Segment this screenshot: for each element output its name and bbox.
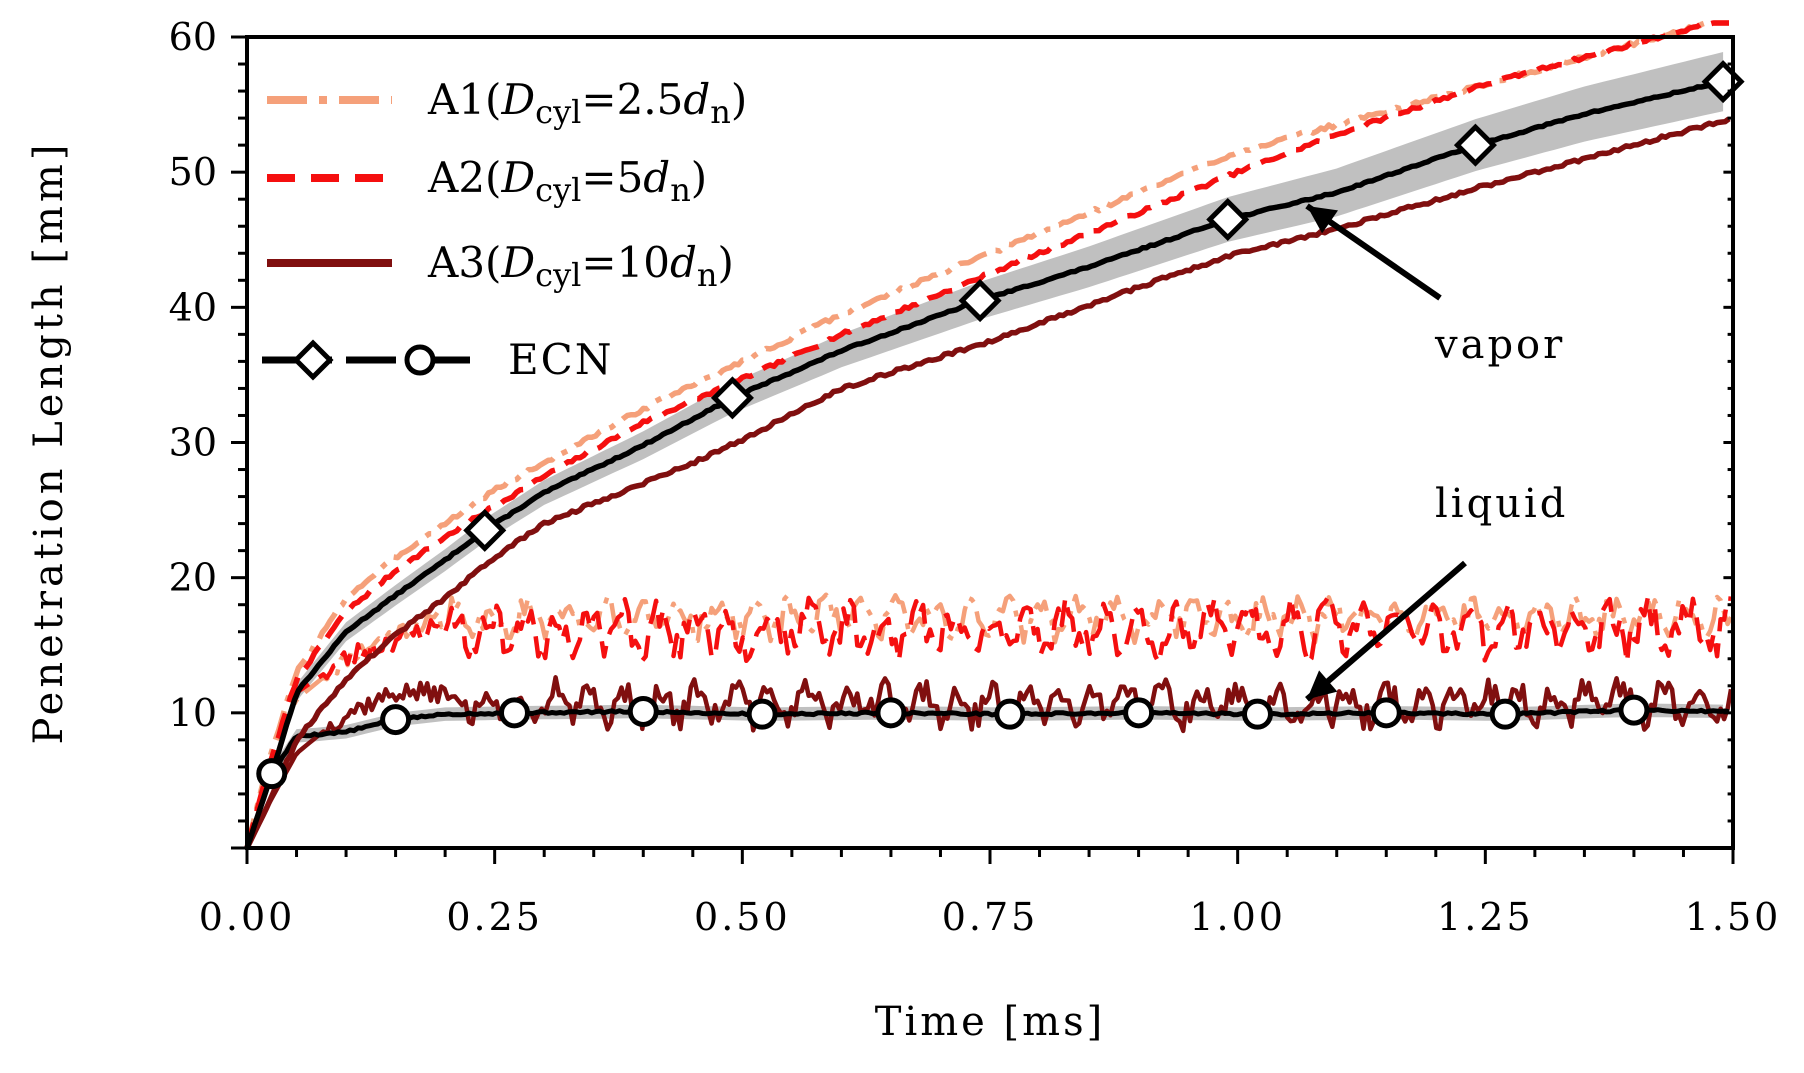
legend-text-part: d xyxy=(670,238,697,287)
legend-diamond-marker xyxy=(292,339,334,381)
legend-text-part: d xyxy=(683,75,710,124)
legend-text-part: cyl xyxy=(535,256,581,294)
annotation-vapor: vapor xyxy=(1434,322,1565,368)
legend-text-part: n xyxy=(697,256,718,294)
ecn-liquid-circle-marker xyxy=(1123,697,1155,729)
legend-text-part: =5 xyxy=(581,153,643,202)
y-tick-label: 50 xyxy=(169,150,217,194)
legend-label-a3: A3(Dcyl=10dn) xyxy=(427,238,734,294)
liquid-series-layer xyxy=(244,592,1734,849)
annotation-liquid: liquid xyxy=(1435,481,1568,527)
legend-text-part: A3( xyxy=(427,238,501,287)
legend-text-part: ) xyxy=(718,238,734,287)
x-tick-label: 0.00 xyxy=(199,895,296,939)
ecn-vapor-diamond-marker xyxy=(463,508,507,552)
annotation-arrowhead-vapor xyxy=(1307,205,1339,234)
y-tick-label: 10 xyxy=(169,691,217,735)
series-a3-liquid xyxy=(244,675,1734,849)
x-tick-label: 0.50 xyxy=(694,895,791,939)
ecn-liquid-circle-marker xyxy=(746,698,778,730)
ecn-liquid-circle-marker xyxy=(1489,698,1521,730)
legend-entry-ecn: ECN xyxy=(262,335,614,384)
y-tick-label: 30 xyxy=(169,421,217,465)
legend-text-part: n xyxy=(670,171,691,209)
series-a2-liquid xyxy=(244,593,1732,849)
y-tick-label: 40 xyxy=(169,285,217,329)
legend-text-part: cyl xyxy=(535,93,581,131)
legend-text-part: n xyxy=(710,93,731,131)
legend-text-part: A1( xyxy=(427,75,501,124)
legend-text-part: A2( xyxy=(427,153,501,202)
ecn-liquid-circle-marker xyxy=(380,704,412,736)
series-a2-vapor xyxy=(244,20,1729,849)
ecn-liquid-circle-marker xyxy=(1370,697,1402,729)
legend-entry-a3: A3(Dcyl=10dn) xyxy=(267,238,734,294)
legend-text-part: D xyxy=(500,238,535,287)
legend-text-part: D xyxy=(500,153,535,202)
ecn-vapor-diamond-marker xyxy=(1206,197,1250,242)
legend-label-a2: A2(Dcyl=5dn) xyxy=(427,153,707,209)
ecn-liquid-circle-marker xyxy=(627,695,659,727)
x-axis-label: Time [ms] xyxy=(875,999,1105,1045)
ecn-vapor-diamond-marker xyxy=(958,279,1002,323)
ecn-liquid-circle-marker xyxy=(498,697,530,729)
y-tick-label: 20 xyxy=(169,556,217,600)
y-tick-label: 60 xyxy=(169,15,217,59)
y-axis-label: Penetration Length [mm] xyxy=(26,141,72,745)
x-tick-label: 1.50 xyxy=(1685,895,1782,939)
legend: A1(Dcyl=2.5dn)A2(Dcyl=5dn)A3(Dcyl=10dn)E… xyxy=(262,75,747,384)
axes-layer: 10 20 30 40 50 60 0.00 0.25 0.50 0.75 1.00 1.25 1.50… xyxy=(26,15,1782,1045)
ecn-vapor-diamond-marker xyxy=(1453,123,1497,167)
annotation-layer: vapor liquid xyxy=(1305,203,1568,702)
ecn-liquid-circle-marker xyxy=(1618,694,1650,726)
legend-text-part: D xyxy=(500,75,535,124)
legend-label-ecn: ECN xyxy=(508,335,614,384)
ecn-liquid-circle-marker xyxy=(875,697,907,729)
series-a3-vapor xyxy=(244,116,1731,850)
legend-text-part: cyl xyxy=(535,171,581,209)
x-tick-label: 0.25 xyxy=(446,895,543,939)
legend-text-part: ) xyxy=(731,75,747,124)
legend-circle-marker xyxy=(404,344,436,376)
series-ecn-liquid xyxy=(244,706,1730,849)
x-tick-label: 1.25 xyxy=(1437,895,1534,939)
series-a1-liquid xyxy=(244,592,1734,849)
x-tick-label: 1.00 xyxy=(1189,895,1286,939)
ecn-vapor-diamond-marker xyxy=(710,376,754,420)
legend-entry-a1: A1(Dcyl=2.5dn) xyxy=(267,75,747,131)
ecn-liquid-circle-marker xyxy=(994,698,1026,730)
legend-text-part: ) xyxy=(691,153,707,202)
legend-label-a1: A1(Dcyl=2.5dn) xyxy=(427,75,747,131)
annotation-arrowhead-liquid xyxy=(1307,670,1338,700)
legend-text-part: =2.5 xyxy=(581,75,683,124)
legend-text-part: d xyxy=(643,153,670,202)
ecn-vapor-band xyxy=(276,52,1724,766)
ecn-liquid-circle-marker xyxy=(1241,698,1273,730)
legend-entry-a2: A2(Dcyl=5dn) xyxy=(267,153,707,209)
legend-text-part: =10 xyxy=(581,238,670,287)
annotation-arrow-liquid xyxy=(1305,560,1467,702)
x-tick-label: 0.75 xyxy=(942,895,1039,939)
ecn-liquid-circle-marker xyxy=(256,758,288,790)
